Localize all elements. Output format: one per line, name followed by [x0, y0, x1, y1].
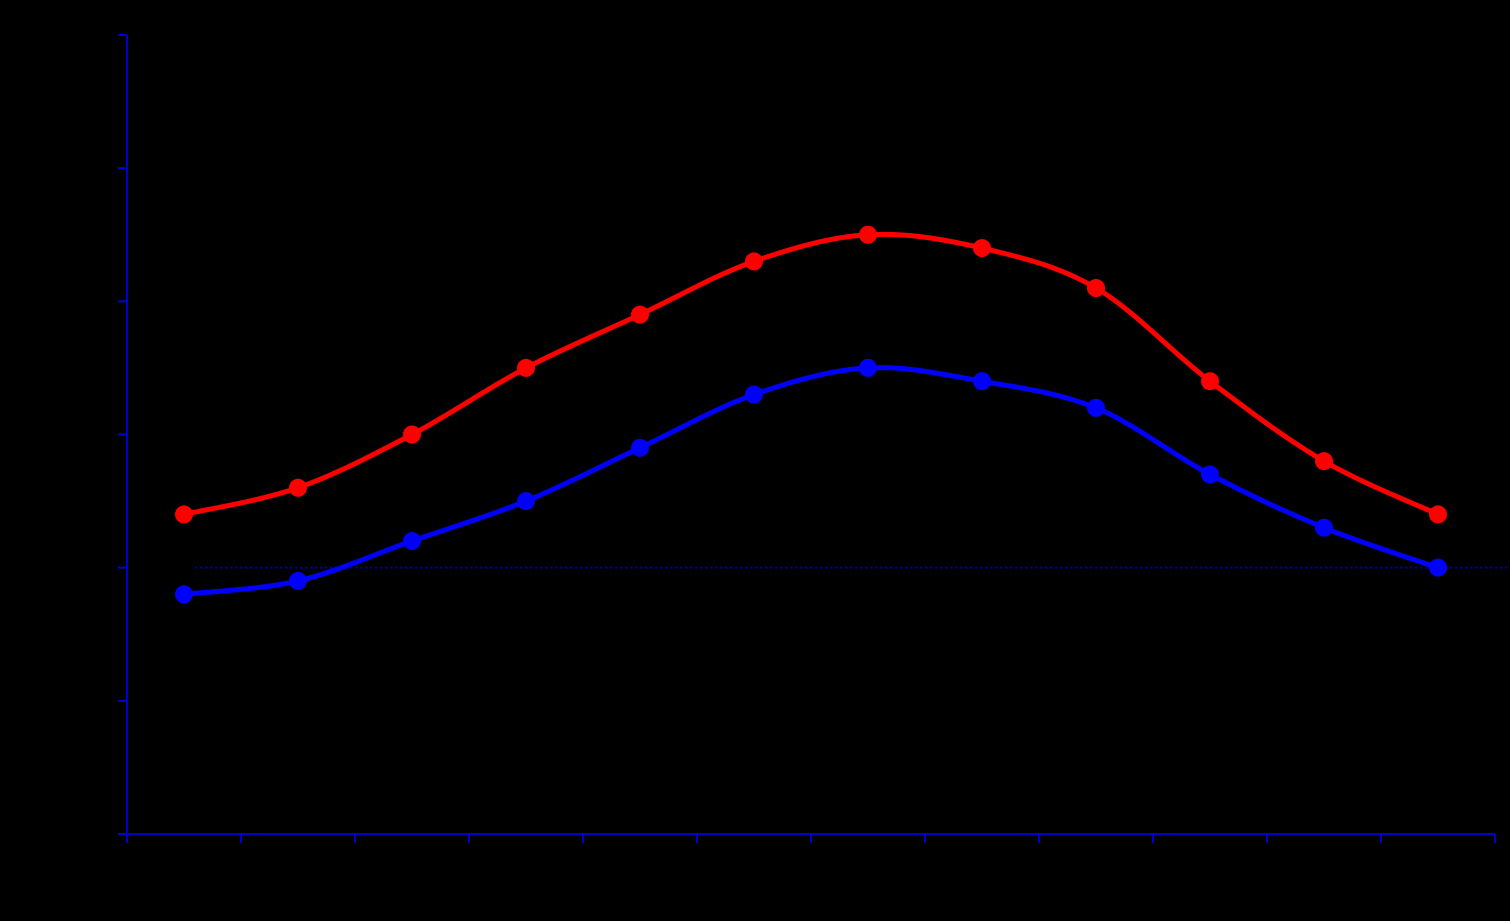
red-series-marker — [745, 252, 763, 271]
red-series-marker — [403, 425, 421, 444]
red-series-line — [181, 231, 1441, 517]
red-series-marker — [1087, 279, 1105, 298]
blue-series-marker — [1429, 558, 1447, 577]
red-series-marker — [1201, 372, 1219, 391]
red-series-marker — [859, 225, 877, 244]
red-series-marker — [517, 358, 535, 377]
blue-series-marker — [517, 492, 535, 511]
blue-series-marker — [1315, 518, 1333, 537]
blue-series-marker — [745, 385, 763, 404]
blue-series-line — [181, 365, 1441, 597]
red-series-marker — [289, 478, 307, 497]
blue-series-marker — [289, 571, 307, 590]
blue-series-marker — [403, 532, 421, 551]
blue-series-marker — [175, 585, 193, 604]
blue-series-marker — [631, 438, 649, 457]
red-series-marker — [1315, 452, 1333, 471]
blue-series-marker — [973, 372, 991, 391]
red-series-marker — [973, 239, 991, 258]
blue-series-marker — [1087, 398, 1105, 417]
blue-series-marker — [1201, 465, 1219, 484]
blue-series-marker — [859, 358, 877, 377]
red-series-marker — [1429, 505, 1447, 524]
red-series-marker — [175, 505, 193, 524]
red-series-marker — [631, 305, 649, 324]
